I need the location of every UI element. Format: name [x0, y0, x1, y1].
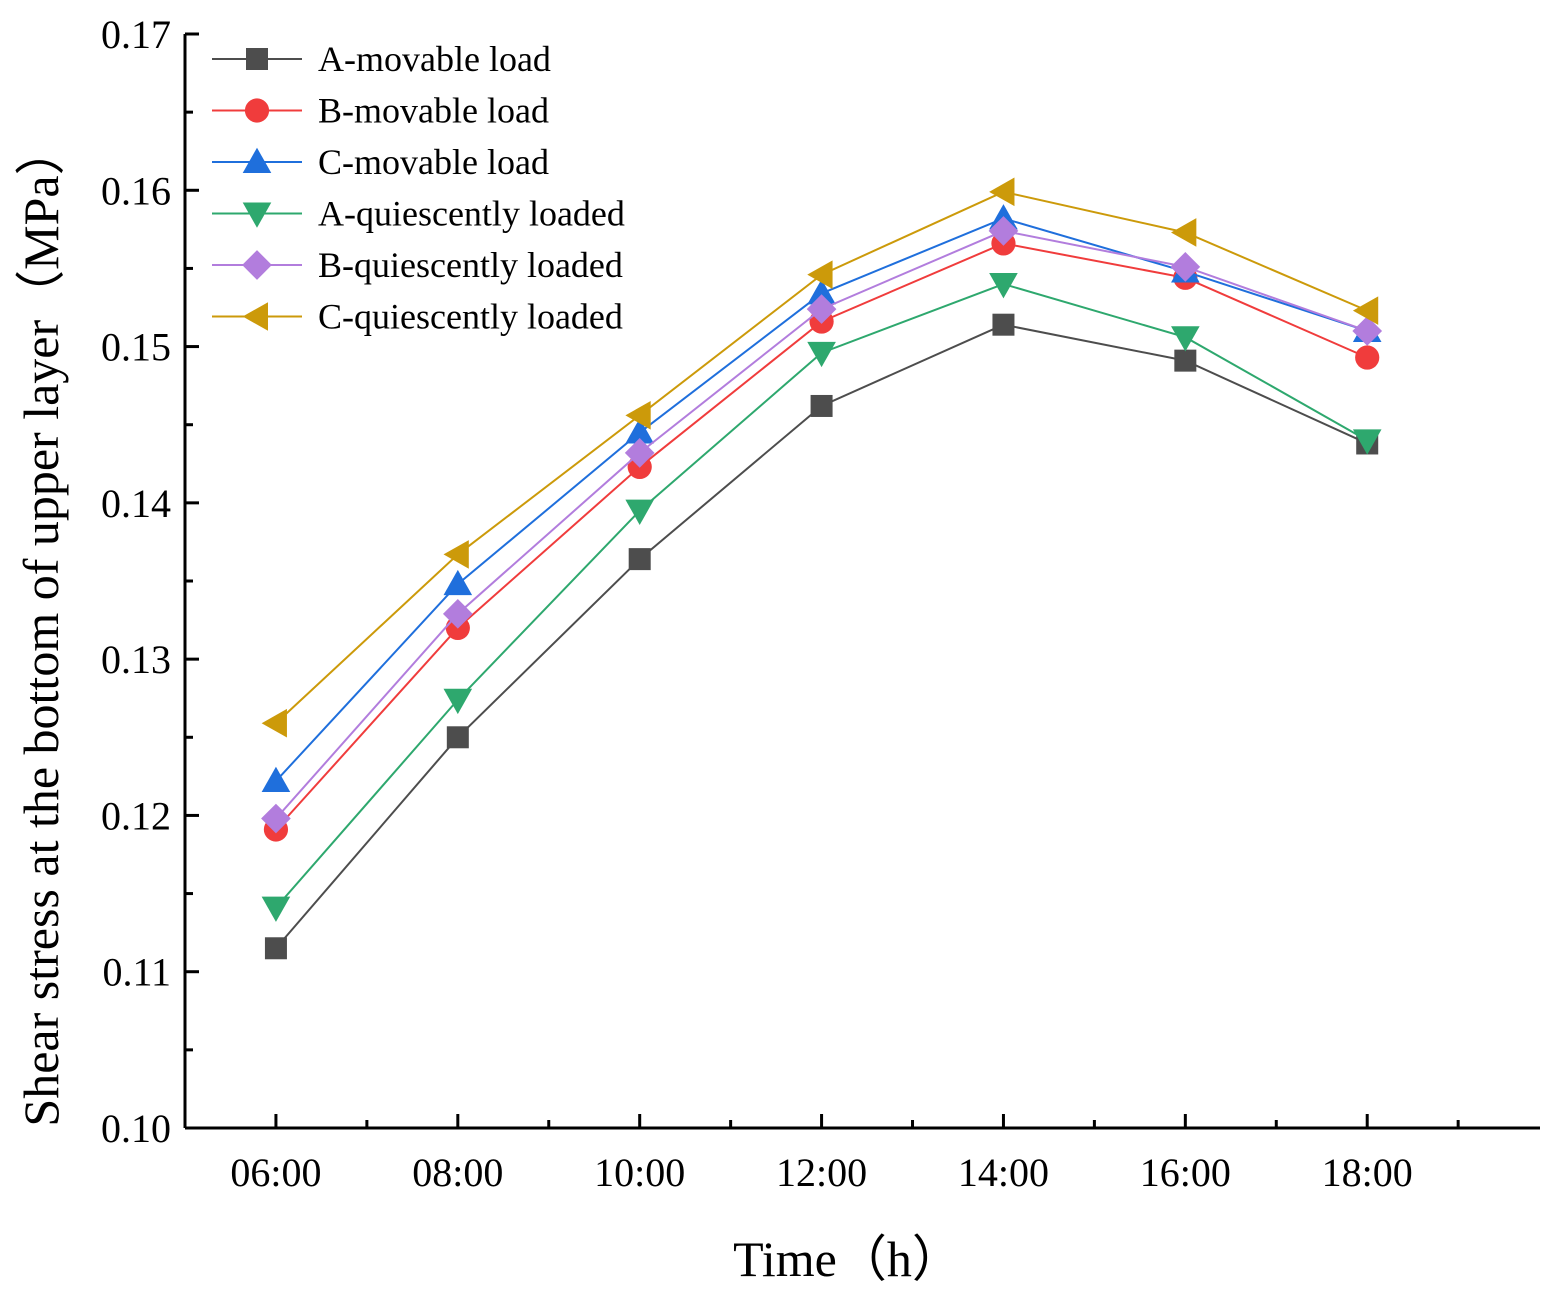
data-point [261, 766, 291, 793]
series-b-quiescently-loaded [261, 216, 1383, 834]
legend-label: B-movable load [318, 91, 549, 131]
data-point [992, 313, 1015, 336]
x-tick-label: 08:00 [412, 1150, 503, 1195]
legend-item: B-quiescently loaded [212, 245, 623, 285]
y-tick-label: 0.10 [101, 1106, 171, 1151]
x-axis-title: Time（h） [733, 1231, 962, 1287]
y-tick-label: 0.11 [102, 950, 171, 995]
legend-marker [246, 48, 268, 70]
data-point [625, 499, 654, 525]
data-point [1352, 429, 1382, 455]
data-point [988, 216, 1019, 246]
legend-marker [242, 302, 268, 331]
x-tick-label: 06:00 [230, 1150, 321, 1195]
legend-marker [242, 147, 272, 173]
y-tick-label: 0.14 [101, 481, 171, 526]
series-layer [261, 177, 1383, 960]
data-point [443, 540, 469, 569]
data-point [446, 726, 469, 749]
series-line [275, 283, 1368, 909]
x-tick-label: 14:00 [958, 1150, 1049, 1195]
legend-label: C-movable load [318, 142, 549, 182]
data-point [1352, 296, 1379, 325]
legend-label: A-quiescently loaded [318, 194, 625, 234]
legend-item: B-movable load [212, 91, 549, 131]
legend-item: A-movable load [212, 39, 551, 79]
data-point [624, 437, 655, 468]
series-a-quiescently-loaded [261, 273, 1382, 922]
x-tick-label: 10:00 [594, 1150, 685, 1195]
data-point [807, 341, 836, 368]
data-point [1171, 326, 1200, 352]
legend-item: C-quiescently loaded [212, 297, 623, 337]
legend-marker [242, 202, 272, 228]
data-point [1170, 252, 1201, 282]
data-point [625, 418, 654, 444]
data-point [1355, 345, 1380, 370]
data-point [261, 708, 287, 738]
y-tick-label: 0.15 [101, 325, 171, 370]
y-tick-label: 0.13 [101, 637, 171, 682]
series-c-quiescently-loaded [261, 177, 1379, 738]
data-point [810, 394, 833, 417]
data-point [443, 688, 473, 715]
data-point [625, 401, 651, 430]
y-tick-label: 0.17 [101, 12, 171, 57]
data-point [807, 260, 833, 289]
legend-label: C-quiescently loaded [318, 297, 623, 337]
legend-label: A-movable load [318, 39, 551, 79]
data-point [1352, 316, 1383, 346]
series-a-movable-load [264, 313, 1379, 960]
legend: A-movable load B-movable load C-movable lo… [212, 39, 625, 337]
legend-marker [244, 98, 270, 123]
data-point [989, 177, 1015, 207]
data-point [989, 273, 1018, 299]
y-tick-label: 0.16 [101, 168, 171, 213]
ticks: 0.10 0.11 0.12 0.13 0.14 0.15 0.16 0.17 06:00 08:… [101, 12, 1460, 1195]
legend-marker [242, 250, 272, 280]
legend-label: B-quiescently loaded [318, 245, 623, 285]
x-tick-label: 12:00 [776, 1150, 867, 1195]
legend-item: A-quiescently loaded [212, 194, 625, 234]
data-point [261, 803, 291, 834]
data-point [443, 569, 473, 596]
data-point [261, 896, 291, 922]
y-tick-label: 0.12 [101, 793, 171, 838]
series-line [275, 323, 1368, 949]
legend-item: C-movable load [212, 142, 549, 182]
series-c-movable-load [261, 204, 1382, 793]
x-tick-label: 18:00 [1322, 1150, 1413, 1195]
data-point [807, 279, 836, 305]
y-axis-title: Shear stress at the bottom of upper laye… [13, 125, 69, 1126]
data-point [806, 294, 837, 324]
data-point [1174, 349, 1197, 372]
data-point [1171, 218, 1197, 247]
x-tick-label: 16:00 [1140, 1150, 1231, 1195]
data-point [264, 937, 287, 960]
data-point [628, 548, 651, 571]
data-point [442, 598, 473, 629]
